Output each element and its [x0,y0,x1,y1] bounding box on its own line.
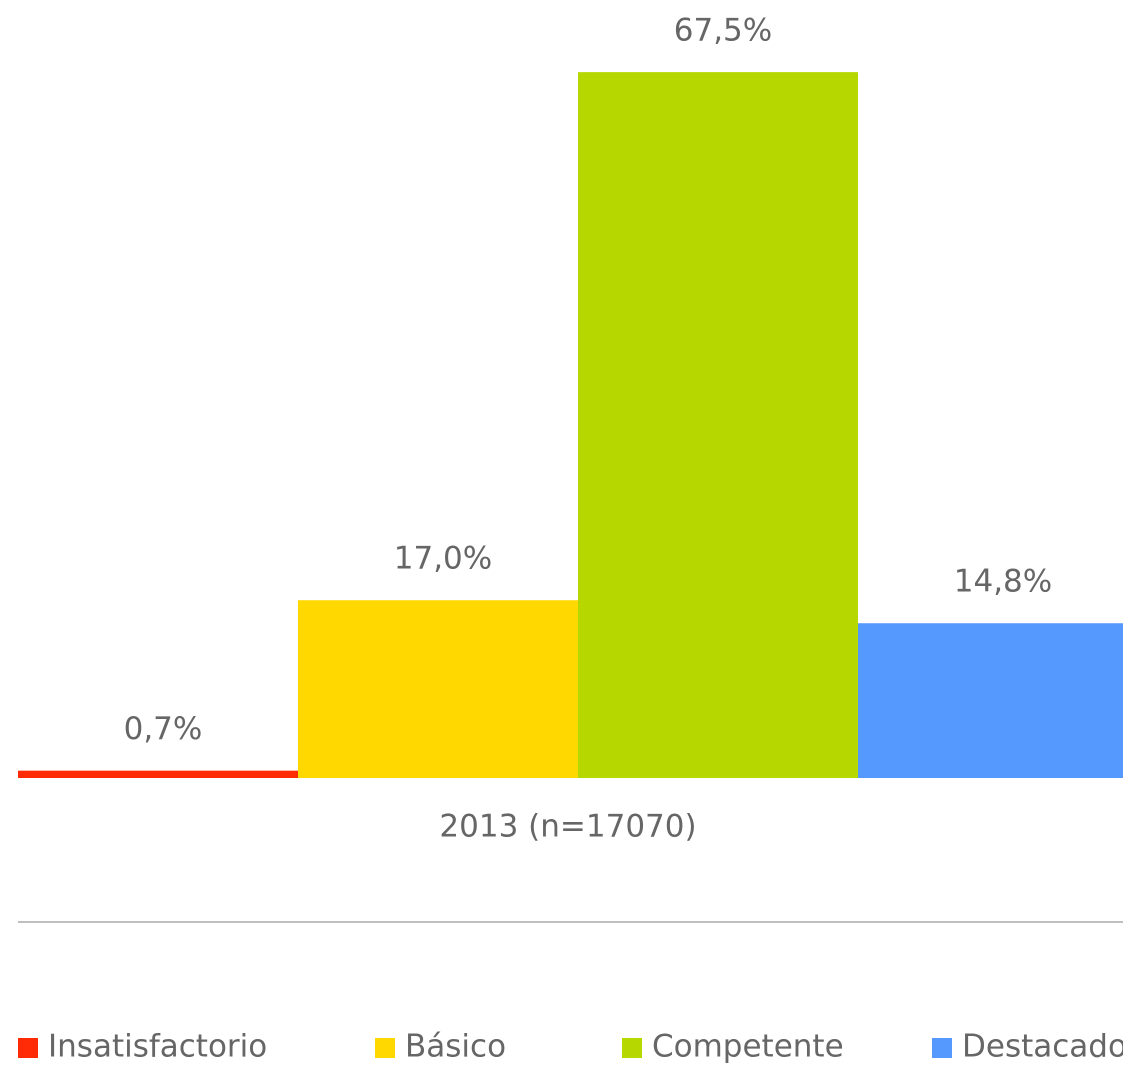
value-label: 17,0% [394,541,492,577]
legend-swatch [622,1038,642,1058]
legend-label: Competente [652,1029,844,1065]
bar [18,770,298,778]
bar [858,623,1123,778]
value-label: 14,8% [954,564,1052,600]
x-tick-label: 2013 (n=17070) [439,809,696,845]
legend-swatch [375,1038,395,1058]
legend-swatch [18,1038,38,1058]
value-label: 0,7% [124,711,203,747]
value-label: 67,5% [674,13,772,49]
bar [578,72,858,778]
legend-label: Insatisfactorio [48,1029,267,1065]
bar [298,600,578,778]
legend-label: Destacado [962,1029,1123,1065]
legend-swatch [932,1038,952,1058]
legend-label: Básico [405,1029,506,1065]
